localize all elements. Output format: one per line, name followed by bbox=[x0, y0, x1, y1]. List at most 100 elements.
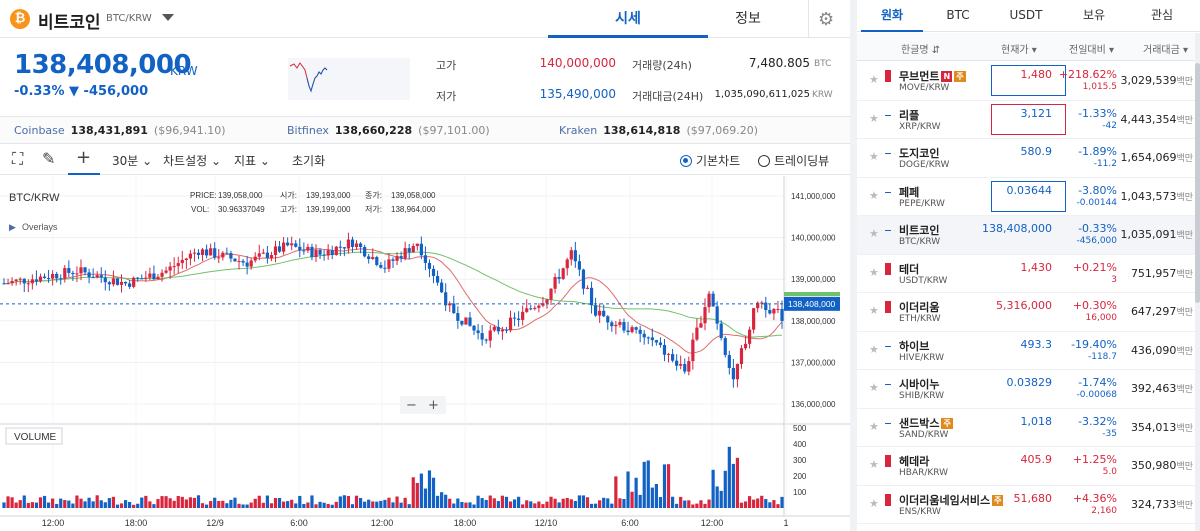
candle-body bbox=[529, 308, 533, 310]
volume-panel-label: VOLUME bbox=[14, 432, 57, 443]
market-row[interactable]: ★ 리플 XRP/KRW 3,121 -1.33% -42 4,443,354백만 bbox=[857, 101, 1195, 139]
candle-body bbox=[103, 277, 107, 283]
tab-favorites[interactable]: 관심 bbox=[1150, 8, 1174, 22]
overlays-toggle[interactable]: ▶ bbox=[9, 222, 16, 232]
volume-bar bbox=[634, 477, 638, 508]
sort-volume-header[interactable]: 거래대금 ▾ bbox=[1143, 45, 1188, 56]
trade-volume-value: 324,733 bbox=[1130, 497, 1177, 511]
volume-bar bbox=[517, 496, 521, 508]
tab-btc[interactable]: BTC bbox=[946, 8, 970, 22]
favorite-star-icon[interactable]: ★ bbox=[869, 227, 879, 240]
favorite-star-icon[interactable]: ★ bbox=[869, 342, 879, 356]
zoom-in-button[interactable]: + bbox=[428, 398, 439, 413]
market-row[interactable]: ★ 헤데라 HBAR/KRW 405.9 +1.25% 5.0 350,980백만 bbox=[857, 447, 1195, 486]
time-tick-label: 1 bbox=[783, 518, 788, 528]
market-row[interactable]: ★ 하이브 HIVE/KRW 493.3 -19.40% -118.7 436,090백만 bbox=[857, 332, 1195, 370]
candle-body bbox=[261, 252, 265, 254]
candle-body bbox=[650, 337, 654, 341]
volume-bar bbox=[354, 495, 359, 508]
candle-body bbox=[642, 333, 646, 338]
coin-change-amount: 1,015.5 bbox=[1082, 82, 1117, 92]
price-change: -0.33% ▼ -456,000 bbox=[14, 84, 149, 99]
favorite-star-icon[interactable]: ★ bbox=[869, 73, 879, 86]
basic-chart-radio[interactable]: 기본차트 bbox=[680, 152, 740, 169]
tab-quote[interactable]: 시세 bbox=[548, 0, 708, 38]
market-row[interactable]: ★ 테더 USDT/KRW 1,430 +0.21% 3 751,957백만 bbox=[857, 255, 1195, 293]
candle-body bbox=[561, 268, 565, 279]
candle-body bbox=[42, 276, 47, 279]
sort-name-header[interactable]: 한글명 ⇵ bbox=[901, 45, 941, 56]
tab-holdings[interactable]: 보유 bbox=[1082, 8, 1106, 22]
trade-volume-unit: 백만 bbox=[1176, 115, 1193, 126]
market-row[interactable]: ★ 샌드박스 주 SAND/KRW 1,018 -3.32% -35 354,013백만 bbox=[857, 409, 1195, 447]
coin-change-amount: -42 bbox=[1102, 120, 1117, 131]
volume-bar bbox=[537, 501, 541, 508]
volume-bar bbox=[140, 497, 144, 508]
tab-info[interactable]: 정보 bbox=[735, 11, 761, 27]
volume-bar bbox=[144, 495, 148, 508]
candle-body bbox=[314, 249, 318, 258]
volume-bar bbox=[666, 464, 671, 508]
favorite-star-icon[interactable]: ★ bbox=[869, 458, 879, 471]
pencil-icon[interactable]: ✎ bbox=[42, 149, 56, 168]
candle-body bbox=[691, 339, 695, 362]
market-row[interactable]: ★ 시바이누 SHIB/KRW 0.03829 -1.74% -0.00068 392,46… bbox=[857, 370, 1195, 409]
volume-bar bbox=[557, 502, 561, 508]
candle-body bbox=[99, 275, 103, 278]
coin-badge: 주 bbox=[941, 417, 953, 429]
scrollbar[interactable] bbox=[1195, 33, 1200, 531]
favorite-star-icon[interactable]: ★ bbox=[869, 496, 879, 510]
volume-bar bbox=[444, 494, 448, 508]
indicators-select[interactable]: 지표 ⌄ bbox=[234, 152, 270, 169]
scrollbar-thumb[interactable] bbox=[1195, 63, 1200, 303]
tab-krw[interactable]: 원화 bbox=[861, 0, 923, 32]
candle-mini-icon bbox=[885, 230, 891, 231]
favorite-star-icon[interactable]: ★ bbox=[869, 188, 879, 202]
fullscreen-icon[interactable]: ⛶ bbox=[12, 149, 24, 168]
candle-body bbox=[107, 282, 111, 285]
zoom-out-button[interactable]: − bbox=[406, 398, 417, 413]
coin-change-percent: -1.74% bbox=[1078, 376, 1117, 389]
coin-name: 비트코인 bbox=[899, 222, 939, 238]
high-legend-value: 139,199,000 bbox=[306, 205, 351, 214]
basic-chart-label: 기본차트 bbox=[696, 154, 741, 168]
candle-body bbox=[403, 248, 407, 259]
favorite-star-icon[interactable]: ★ bbox=[869, 150, 879, 163]
market-row[interactable]: ★ 비트코인 BTC/KRW 138,408,000 -0.33% -456,000 1,0… bbox=[857, 216, 1195, 255]
candle-body bbox=[395, 256, 399, 261]
chart-settings-select[interactable]: 차트설정 ⌄ bbox=[163, 152, 221, 169]
coin-select-chevron-down-icon[interactable] bbox=[162, 14, 174, 21]
coin-symbol: BTC/KRW bbox=[899, 237, 941, 247]
candle-body bbox=[363, 246, 367, 257]
reset-button[interactable]: 초기화 bbox=[292, 154, 326, 168]
sort-price-header[interactable]: 현재가 ▾ bbox=[1001, 45, 1037, 56]
crosshair-active-indicator bbox=[68, 173, 100, 175]
coin-price: 1,018 bbox=[1020, 414, 1053, 428]
candle-body bbox=[460, 320, 464, 325]
sort-change-header[interactable]: 전일대비 ▾ bbox=[1069, 45, 1114, 56]
candle-body bbox=[594, 305, 598, 316]
market-tabs: 원화 BTC USDT 보유 관심 bbox=[857, 0, 1200, 32]
market-row[interactable]: ★ 페페 PEPE/KRW 0.03644 -3.80% -0.00144 1,043,57… bbox=[857, 178, 1195, 216]
tab-usdt[interactable]: USDT bbox=[1009, 8, 1043, 22]
favorite-star-icon[interactable]: ★ bbox=[869, 265, 879, 279]
market-row[interactable]: ★ 무브먼트 N 주 MOVE/KRW 1,480 +218.62% 1,015.5 3,029… bbox=[857, 62, 1195, 101]
tradingview-radio[interactable]: 트레이딩뷰 bbox=[758, 152, 829, 169]
market-row[interactable]: ★ 이더리움네임서비스 주 ENS/KRW 51,680 +4.36% 2,160 324,7… bbox=[857, 486, 1195, 524]
favorite-star-icon[interactable]: ★ bbox=[869, 381, 879, 394]
favorite-star-icon[interactable]: ★ bbox=[869, 111, 879, 125]
favorite-star-icon[interactable]: ★ bbox=[869, 419, 879, 433]
crosshair-icon[interactable]: + bbox=[76, 147, 92, 168]
coin-name-text: 헤데라 bbox=[899, 455, 930, 468]
market-row[interactable]: ★ 이더리움 ETH/KRW 5,316,000 +0.30% 16,000 647,297… bbox=[857, 293, 1195, 332]
candle-body bbox=[253, 256, 257, 261]
candle-mini-icon bbox=[885, 455, 891, 467]
market-row[interactable]: ★ 도지코인 DOGE/KRW 580.9 -1.89% -11.2 1,654,069백만 bbox=[857, 139, 1195, 178]
candlestick-chart[interactable]: 141,000,000 140,000,000 139,000,000 138,000… bbox=[0, 176, 850, 531]
favorite-star-icon[interactable]: ★ bbox=[869, 304, 879, 317]
gear-icon[interactable]: ⚙ bbox=[818, 9, 835, 30]
trading-panel: ₿ 비트코인 BTC/KRW 시세 정보 ⚙ 138,408,000 KRW -… bbox=[0, 0, 850, 531]
candle-body bbox=[415, 243, 419, 246]
interval-select[interactable]: 30분 ⌄ bbox=[112, 152, 152, 169]
candle-body bbox=[492, 326, 496, 331]
